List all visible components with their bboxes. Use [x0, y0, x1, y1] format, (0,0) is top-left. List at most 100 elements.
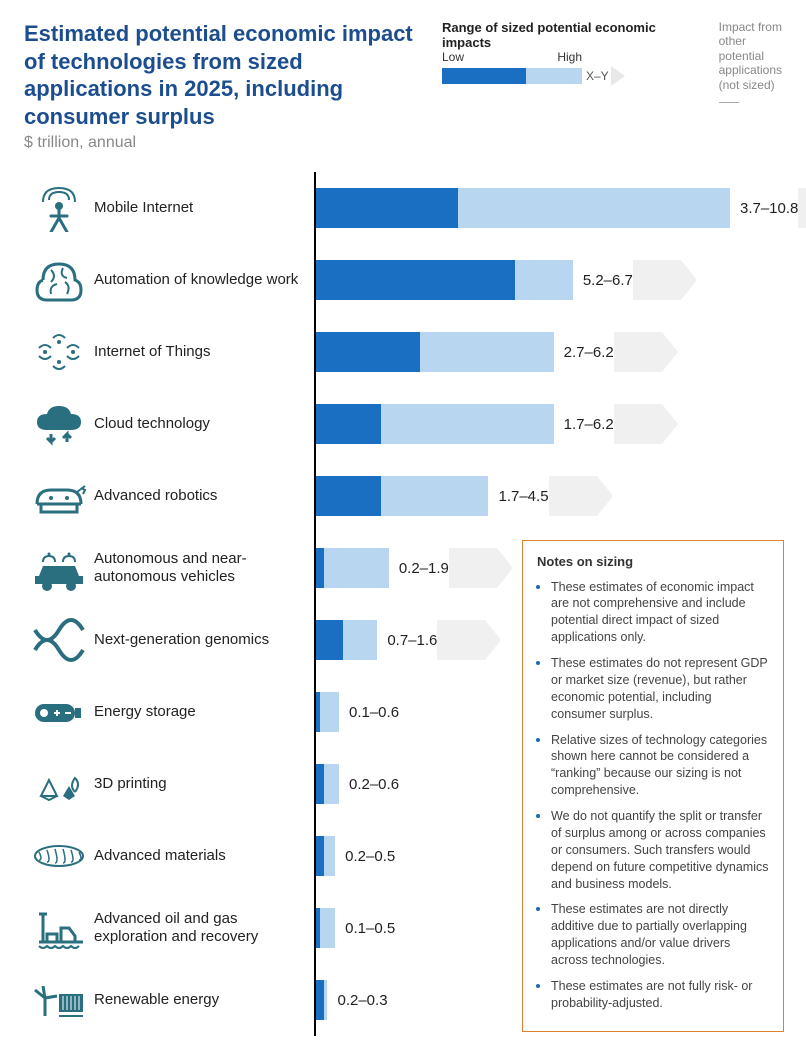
page-title: Estimated potential economic impact of t…: [24, 20, 424, 130]
legend-high-label: High: [557, 50, 582, 64]
bar-high: [515, 260, 573, 300]
tech-label: Autonomous and near-autonomous vehicles: [94, 550, 314, 586]
dna-icon: [24, 616, 94, 664]
value-label: 0.2–0.3: [337, 992, 387, 1009]
legend-low-swatch: [442, 68, 526, 84]
bar-high: [324, 548, 389, 588]
chart-bars-column: 3.7–10.8 5.2–6.7 2.7–6.2: [314, 172, 782, 1036]
value-label: 1.7–4.5: [498, 488, 548, 505]
bar-row: 3.7–10.8: [316, 172, 782, 244]
bar-high: [381, 476, 488, 516]
bar-row: 5.2–6.7: [316, 244, 782, 316]
value-label: 0.1–0.6: [349, 704, 399, 721]
bar-low: [316, 620, 343, 660]
subtitle: $ trillion, annual: [24, 134, 424, 152]
chart-labels-column: Mobile Internet Automation of knowledge …: [24, 172, 314, 1036]
bar-low: [316, 764, 324, 804]
tech-label: Renewable energy: [94, 991, 314, 1009]
unsized-arrow: [633, 260, 697, 300]
row-label: Energy storage: [24, 676, 314, 748]
legend-title: Range of sized potential economic impact…: [442, 20, 705, 50]
unsized-arrow: [614, 332, 678, 372]
value-label: 0.2–0.6: [349, 776, 399, 793]
note-item: These estimates are not fully risk- or p…: [551, 976, 769, 1012]
row-label: Cloud technology: [24, 388, 314, 460]
bar-high: [320, 908, 335, 948]
notes-title: Notes on sizing: [537, 553, 769, 571]
note-item: Relative sizes of technology categories …: [551, 730, 769, 800]
value-label: 0.2–1.9: [399, 560, 449, 577]
bar-high: [458, 188, 730, 228]
row-label: Advanced robotics: [24, 460, 314, 532]
tech-label: Internet of Things: [94, 343, 314, 361]
value-label: 3.7–10.8: [740, 200, 798, 217]
row-label: Automation of knowledge work: [24, 244, 314, 316]
car-icon: [24, 544, 94, 592]
legend-low-label: Low: [442, 50, 464, 64]
tech-label: Cloud technology: [94, 415, 314, 433]
legend-xy: X–Y: [586, 69, 609, 83]
legend-high-swatch: [526, 68, 582, 84]
tech-label: Mobile Internet: [94, 199, 314, 217]
value-label: 5.2–6.7: [583, 272, 633, 289]
unsized-arrow: [549, 476, 613, 516]
nano-icon: [24, 832, 94, 880]
bar-low: [316, 404, 381, 444]
battery-icon: [24, 688, 94, 736]
row-label: Advanced materials: [24, 820, 314, 892]
note-item: These estimates of economic impact are n…: [551, 577, 769, 647]
bar-high: [381, 404, 554, 444]
bar-row: 1.7–4.5: [316, 460, 782, 532]
tech-label: Next-generation genomics: [94, 631, 314, 649]
bar-low: [316, 836, 324, 876]
bar-low: [316, 188, 458, 228]
brain-icon: [24, 256, 94, 304]
unsized-arrow: [449, 548, 513, 588]
unsized-arrow: [798, 188, 806, 228]
tech-label: Advanced robotics: [94, 487, 314, 505]
bar-low: [316, 980, 324, 1020]
row-label: Renewable energy: [24, 964, 314, 1036]
bar-low: [316, 260, 515, 300]
value-label: 1.7–6.2: [564, 416, 614, 433]
unsized-arrow: [437, 620, 501, 660]
header: Estimated potential economic impact of t…: [24, 20, 782, 152]
bar-high: [420, 332, 554, 372]
tech-label: 3D printing: [94, 775, 314, 793]
bar-high: [324, 980, 328, 1020]
note-item: We do not quantify the split or transfer…: [551, 806, 769, 892]
bar-high: [324, 836, 336, 876]
bar-high: [343, 620, 378, 660]
tech-label: Energy storage: [94, 703, 314, 721]
row-label: Next-generation genomics: [24, 604, 314, 676]
value-label: 0.7–1.6: [387, 632, 437, 649]
row-label: 3D printing: [24, 748, 314, 820]
notes-list: These estimates of economic impact are n…: [537, 577, 769, 1012]
chart: Mobile Internet Automation of knowledge …: [24, 172, 782, 1036]
mobile-icon: [24, 184, 94, 232]
unsized-arrow: [614, 404, 678, 444]
bar-high: [320, 692, 339, 732]
bar-low: [316, 332, 420, 372]
bar-row: 2.7–6.2: [316, 316, 782, 388]
tech-label: Advanced oil and gas exploration and rec…: [94, 910, 314, 946]
notes-box: Notes on sizing These estimates of econo…: [522, 540, 784, 1032]
legend-other: Impact from other potential applications…: [719, 20, 782, 103]
row-label: Advanced oil and gas exploration and rec…: [24, 892, 314, 964]
row-label: Mobile Internet: [24, 172, 314, 244]
bar-low: [316, 476, 381, 516]
note-item: These estimates are not directly additiv…: [551, 899, 769, 969]
print3d-icon: [24, 760, 94, 808]
tech-label: Automation of knowledge work: [94, 271, 314, 289]
row-label: Autonomous and near-autonomous vehicles: [24, 532, 314, 604]
wind-icon: [24, 976, 94, 1024]
legend: Range of sized potential economic impact…: [442, 20, 782, 103]
value-label: 0.2–0.5: [345, 848, 395, 865]
iot-icon: [24, 328, 94, 376]
value-label: 0.1–0.5: [345, 920, 395, 937]
robot-icon: [24, 472, 94, 520]
value-label: 2.7–6.2: [564, 344, 614, 361]
legend-arrow-icon: [611, 66, 625, 86]
cloud-icon: [24, 400, 94, 448]
bar-low: [316, 548, 324, 588]
